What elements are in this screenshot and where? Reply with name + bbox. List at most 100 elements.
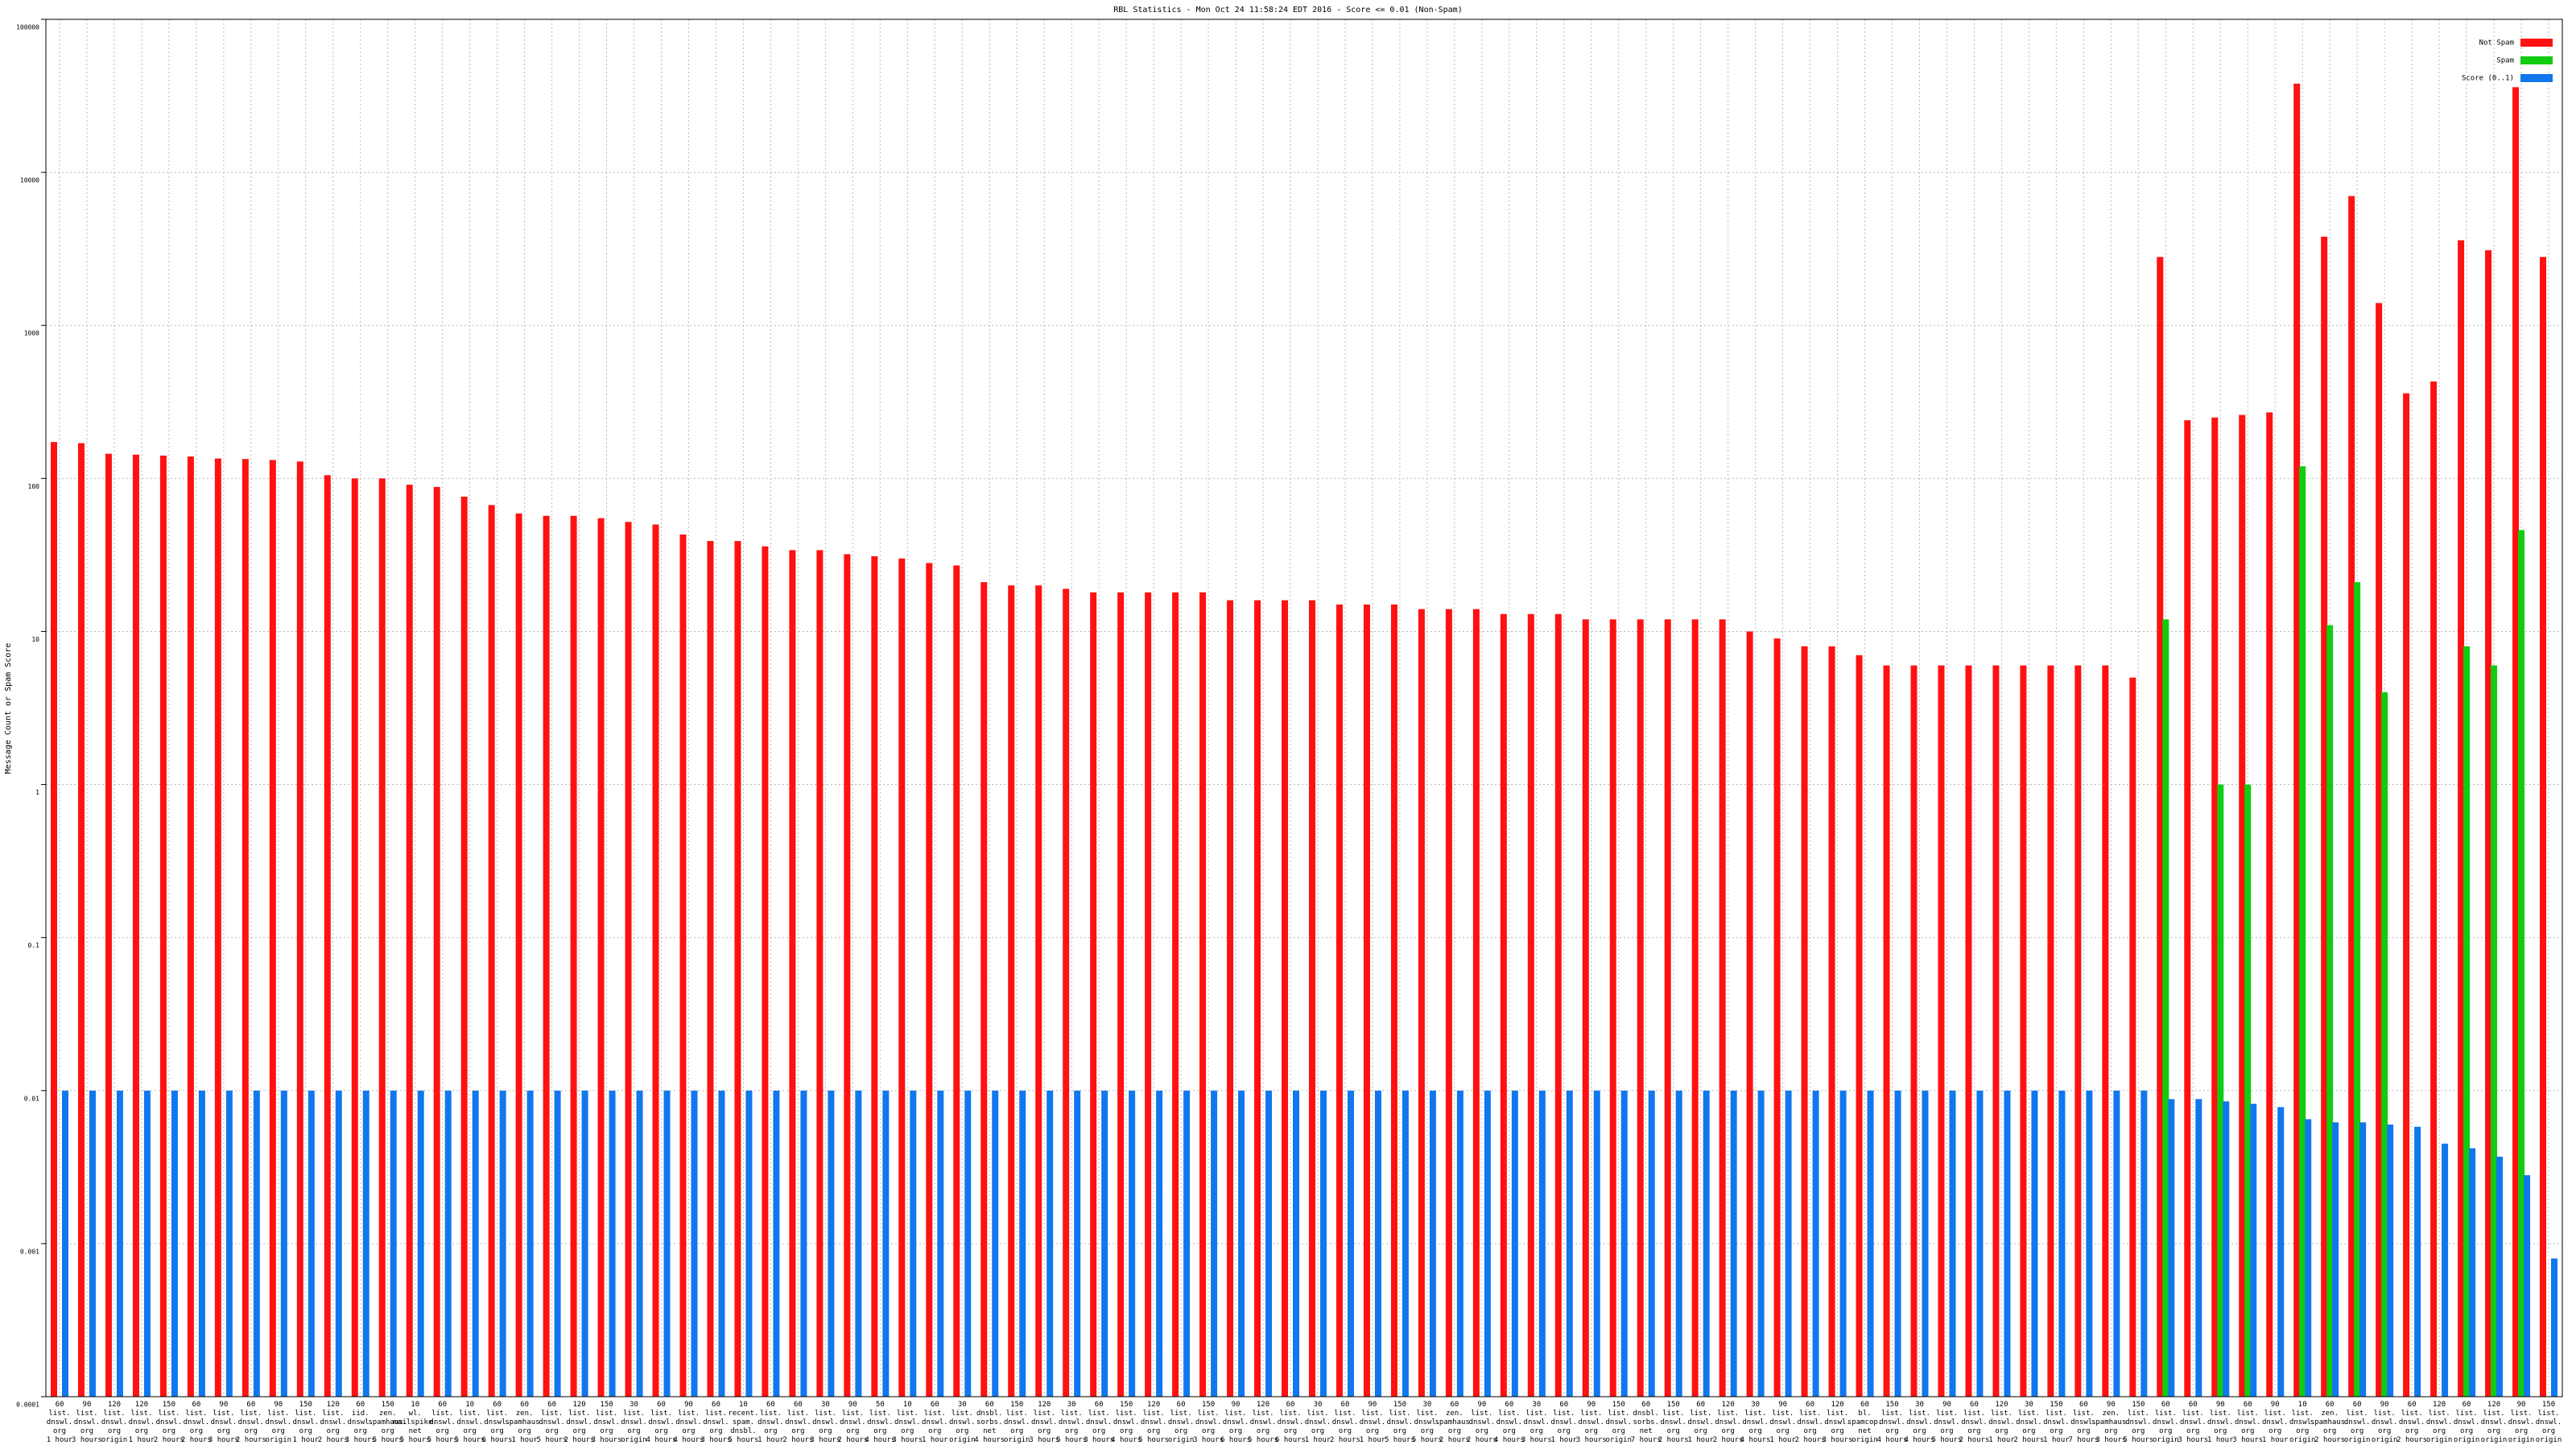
- x-tick-label-line: 1 hour: [1687, 1436, 1714, 1444]
- x-tick-label-line: 60: [931, 1401, 939, 1409]
- x-tick-label-line: list.: [213, 1410, 234, 1418]
- bar: [1828, 646, 1835, 1397]
- x-tick-label-line: 90: [2216, 1401, 2225, 1409]
- x-tick-label-line: dnswl.: [1031, 1418, 1058, 1426]
- x-tick-label: 60 list. dnswl. org 5 hours: [537, 1401, 568, 1444]
- bar: [1703, 1090, 1710, 1397]
- x-tick-label: 90 list. dnswl. org 2 hours: [1467, 1401, 1497, 1444]
- x-tick-label-line: dnswl.: [2180, 1418, 2207, 1426]
- x-tick-label-line: 60: [1177, 1401, 1186, 1409]
- bar: [406, 485, 413, 1397]
- x-tick-label-line: list.: [1252, 1410, 1274, 1418]
- x-tick-label: 60 list. dnswl. org origin: [1168, 1401, 1195, 1444]
- bar: [1211, 1090, 1218, 1397]
- x-tick-label-line: 60: [1641, 1401, 1650, 1409]
- x-tick-label-line: 60: [2161, 1401, 2170, 1409]
- bar: [2184, 420, 2191, 1397]
- x-tick-label-line: spamhaus.: [1435, 1418, 1474, 1426]
- bar: [1074, 1090, 1081, 1397]
- bar: [2162, 619, 2169, 1397]
- x-tick-label-line: list.: [48, 1410, 70, 1418]
- bar: [707, 541, 714, 1397]
- x-tick-label-line: net: [1640, 1427, 1653, 1435]
- x-tick-label-line: org: [1257, 1427, 1269, 1435]
- x-tick-label-line: org: [2323, 1427, 2336, 1435]
- x-tick-label-line: dnswl.: [2016, 1418, 2042, 1426]
- x-tick-label-line: dnswl.: [1687, 1418, 1714, 1426]
- x-tick-label-line: 90: [1778, 1401, 1787, 1409]
- x-tick-label: 60 list. dnswl. org 2 hours: [782, 1401, 813, 1444]
- bar: [1527, 613, 1534, 1397]
- x-tick-label-line: 3 hours: [1029, 1436, 1059, 1444]
- x-tick-label-line: dnswl.: [2262, 1418, 2289, 1426]
- bar: [187, 456, 194, 1397]
- x-tick-label-line: 3 hours: [1823, 1436, 1853, 1444]
- bar: [1730, 1090, 1737, 1397]
- x-tick-label-line: org: [819, 1427, 832, 1435]
- x-tick-label: 150 list. dnswl. org 2 hours: [154, 1401, 184, 1444]
- bar: [50, 442, 57, 1397]
- bar: [855, 1090, 862, 1397]
- bar: [499, 1090, 506, 1397]
- x-tick-label-line: dnswl.: [1579, 1418, 1605, 1426]
- x-tick-label-line: dnswl.: [238, 1418, 265, 1426]
- bar: [2359, 1122, 2367, 1397]
- x-tick-label-line: origin: [1004, 1436, 1030, 1444]
- x-tick-label-line: mailspike.: [394, 1418, 437, 1426]
- x-tick-label-line: org: [2214, 1427, 2227, 1435]
- x-tick-label-line: 150: [2050, 1401, 2062, 1409]
- x-tick-label-line: 120: [108, 1401, 121, 1409]
- x-tick-label: 120 list. dnswl. org 2 hours: [1713, 1401, 1744, 1444]
- y-axis-label: Message Count or Spam Score: [4, 643, 13, 774]
- bar: [980, 582, 988, 1397]
- x-tick-label-line: 60: [2353, 1401, 2362, 1409]
- x-tick-label-line: dnswl.: [1797, 1418, 1823, 1426]
- x-tick-label: 10 recent. spam. dnsbl. 5 hours: [728, 1401, 758, 1444]
- x-tick-label-line: 90: [1368, 1401, 1377, 1409]
- x-tick-label-line: list.: [1772, 1410, 1794, 1418]
- x-tick-label-line: 2 hours: [154, 1436, 184, 1444]
- x-tick-label-line: origin: [1852, 1436, 1878, 1444]
- x-tick-label: 90 list. dnswl. org 2 hours: [837, 1401, 868, 1444]
- x-tick-label-line: dnswl.: [1387, 1418, 1414, 1426]
- x-tick-label-line: 120: [1038, 1401, 1051, 1409]
- bar: [2458, 240, 2465, 1397]
- x-tick-label-line: 60: [1341, 1401, 1350, 1409]
- x-tick-label-line: org: [163, 1427, 175, 1435]
- x-tick-label: 10 wl. mailspike. net 5 hours: [394, 1401, 437, 1444]
- x-tick-label-line: dnswl.: [1551, 1418, 1578, 1426]
- bar: [2266, 412, 2273, 1397]
- legend-swatch: [2520, 56, 2553, 64]
- x-tick-label: 50 list. dnswl. org 4 hours: [865, 1401, 895, 1444]
- x-tick-label-line: origin: [2508, 1436, 2535, 1444]
- bar: [2047, 665, 2054, 1397]
- x-tick-label-line: dnswl.: [266, 1418, 292, 1426]
- x-tick-label-line: org: [1202, 1427, 1215, 1435]
- x-tick-label-line: org: [108, 1427, 121, 1435]
- x-tick-label-line: 60: [2326, 1401, 2334, 1409]
- bar: [1867, 1090, 1874, 1397]
- bar: [2540, 257, 2547, 1397]
- x-tick-label-line: 1 hour: [1551, 1436, 1578, 1444]
- x-tick-label-line: list.: [158, 1410, 180, 1418]
- x-tick-label-line: 10: [411, 1401, 419, 1409]
- x-tick-label-line: dnswl.: [1715, 1418, 1741, 1426]
- x-tick-label: 60 list. dnswl. org 1 hour: [758, 1401, 784, 1444]
- x-tick-label-line: dnswl.: [2125, 1418, 2152, 1426]
- x-tick-label-line: list.: [295, 1410, 316, 1418]
- x-tick-label-line: 150: [1667, 1401, 1680, 1409]
- x-tick-label: 30 list. dnswl. org 4 hours: [1905, 1401, 1935, 1444]
- x-tick-label-line: 3 hours: [1576, 1436, 1607, 1444]
- bar: [2211, 417, 2219, 1397]
- bar: [2031, 1090, 2038, 1397]
- x-tick-label-line: 1 hour: [511, 1436, 538, 1444]
- x-tick-label-line: 150: [163, 1401, 175, 1409]
- x-tick-label-line: zen.: [2103, 1410, 2120, 1418]
- x-tick-label-line: dnswl.: [2043, 1418, 2070, 1426]
- bar: [1757, 1090, 1765, 1397]
- bar: [554, 1090, 561, 1397]
- bar: [1472, 609, 1480, 1397]
- x-tick-label: 60 zen. spamhaus. org 2 hours: [2310, 1401, 2350, 1444]
- x-tick-label-line: list.: [1827, 1410, 1848, 1418]
- bar: [390, 1090, 397, 1397]
